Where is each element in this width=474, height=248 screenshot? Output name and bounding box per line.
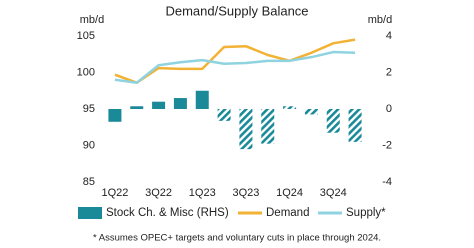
legend-label: Stock Ch. & Misc (RHS) [106,207,229,219]
bar [173,98,187,109]
bar [261,109,275,144]
x-tick-label: 1Q22 [101,187,128,199]
y2-tick-label: 0 [386,103,392,115]
y-tick-label: 100 [77,66,95,78]
bar [283,106,297,109]
y2-tick-label: -2 [382,139,392,151]
x-tick-label: 3Q24 [320,187,347,199]
y-tick-label: 85 [83,176,95,188]
y2-tick-label: -4 [382,176,392,188]
y2-axis-label: mb/d [368,14,392,26]
bar [130,106,144,109]
y-axis-label: mb/d [80,14,104,26]
bar [304,109,318,115]
x-tick-label: 1Q24 [276,187,303,199]
y-tick-label: 90 [83,139,95,151]
chart-title: Demand/Supply Balance [165,3,308,18]
y-tick-label: 95 [83,103,95,115]
bar [108,109,122,122]
legend-swatch [78,207,102,219]
bar [326,109,340,133]
bar [195,90,209,109]
x-tick-label: 1Q23 [189,187,216,199]
x-tick-label: 3Q22 [145,187,172,199]
bar [152,101,166,109]
legend-label: Supply* [346,207,386,219]
y2-tick-label: 4 [386,30,392,42]
bar [348,109,362,142]
y2-tick-label: 2 [386,66,392,78]
bar [217,109,231,121]
x-tick-label: 3Q23 [232,187,259,199]
line [114,38,356,84]
footnote: * Assumes OPEC+ targets and voluntary cu… [93,233,381,244]
line [114,50,356,84]
bar [239,109,253,150]
legend-label: Demand [266,207,309,219]
y-tick-label: 105 [77,30,95,42]
